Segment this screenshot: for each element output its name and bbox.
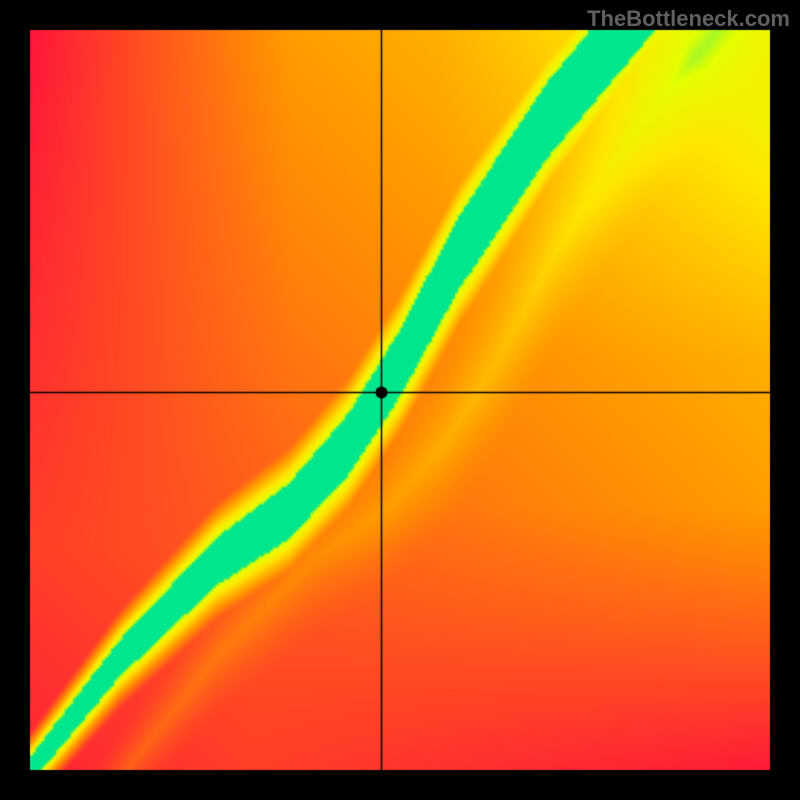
heatmap-canvas	[0, 0, 800, 800]
watermark-text: TheBottleneck.com	[587, 6, 790, 32]
chart-container: TheBottleneck.com	[0, 0, 800, 800]
